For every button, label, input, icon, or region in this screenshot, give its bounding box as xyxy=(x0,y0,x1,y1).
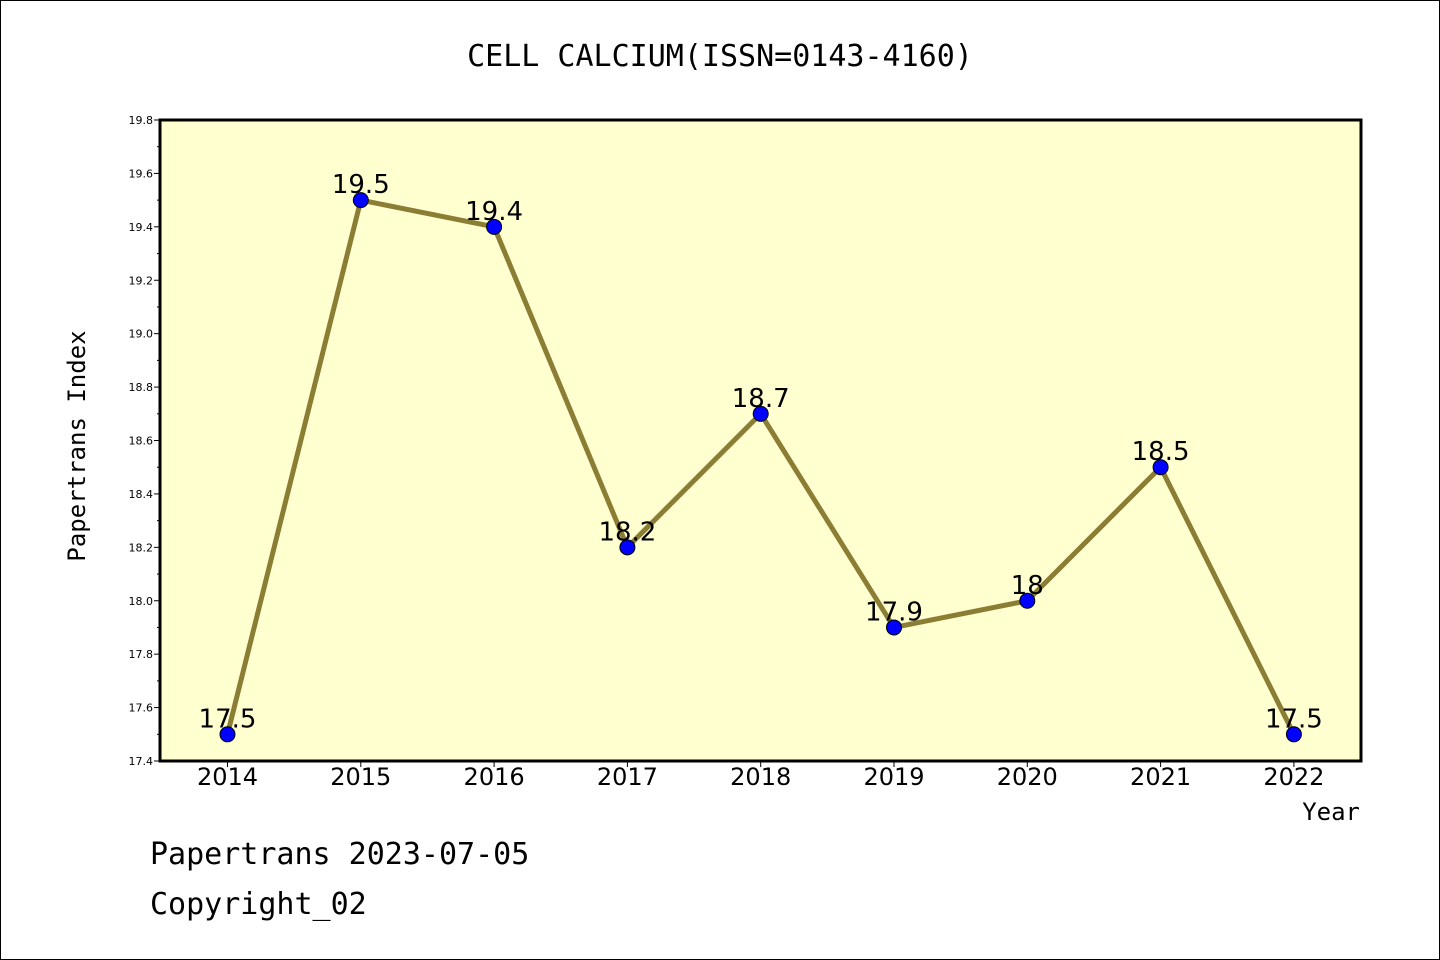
x-tick-label: 2022 xyxy=(1263,763,1324,791)
data-label: 18 xyxy=(1011,571,1044,601)
data-label: 18.7 xyxy=(732,384,790,414)
y-tick-label: 18.6 xyxy=(129,435,154,448)
plot-area xyxy=(158,118,1363,763)
x-tick-label: 2020 xyxy=(997,763,1058,791)
data-label: 17.5 xyxy=(199,704,257,734)
data-label: 17.9 xyxy=(865,597,923,627)
data-series: 17.5 19.5 19.4 18.2 18.7 17.9 18 18.5 17.5 xyxy=(199,170,1323,743)
x-tick-label: 2021 xyxy=(1130,763,1191,791)
x-tick-label: 2016 xyxy=(464,763,525,791)
data-point xyxy=(1152,459,1169,476)
data-point xyxy=(752,405,769,422)
y-tick-label: 18.8 xyxy=(129,381,154,394)
y-tick-label: 19.6 xyxy=(129,167,154,180)
y-axis: 17.4 17.6 17.8 18.0 18.2 18.4 18.6 18.8 19.0 19.2… xyxy=(129,114,160,768)
y-tick-label: 18.2 xyxy=(129,541,154,554)
y-tick-label: 17.8 xyxy=(129,648,154,661)
y-axis-label: Papertrans Index xyxy=(63,330,91,561)
data-label: 19.5 xyxy=(332,170,390,200)
y-tick-label: 19.8 xyxy=(129,114,154,127)
x-tick-label: 2018 xyxy=(730,763,791,791)
data-point xyxy=(886,619,902,636)
data-point xyxy=(1285,726,1302,743)
data-label: 19.4 xyxy=(465,197,523,227)
x-tick-label: 2014 xyxy=(197,763,258,791)
y-tick-label: 19.0 xyxy=(129,328,154,341)
x-axis: 2014 2015 2016 2017 2018 2019 2020 2021 2022 xyxy=(197,761,1324,791)
y-tick-label: 19.2 xyxy=(129,274,154,287)
data-point xyxy=(486,218,503,235)
x-tick-label: 2019 xyxy=(863,763,924,791)
x-tick-label: 2015 xyxy=(330,763,391,791)
footer-date: Papertrans 2023-07-05 xyxy=(150,837,529,872)
x-tick-label: 2017 xyxy=(597,763,658,791)
y-tick-label: 18.4 xyxy=(129,488,154,501)
y-tick-label: 17.4 xyxy=(129,755,154,768)
data-point xyxy=(619,539,636,556)
data-label: 17.5 xyxy=(1265,704,1323,734)
chart-title: CELL CALCIUM(ISSN=0143-4160) xyxy=(467,39,973,74)
data-point xyxy=(219,726,236,743)
data-point xyxy=(352,192,369,209)
data-label: 18.2 xyxy=(598,517,656,547)
footer-copyright: Copyright_02 xyxy=(150,887,367,922)
y-tick-label: 18.0 xyxy=(129,595,154,608)
x-axis-label: Year xyxy=(1302,798,1360,826)
data-label: 18.5 xyxy=(1132,437,1190,467)
y-tick-label: 17.6 xyxy=(129,702,154,715)
y-tick-label: 19.4 xyxy=(129,221,154,234)
data-point xyxy=(1019,592,1036,609)
